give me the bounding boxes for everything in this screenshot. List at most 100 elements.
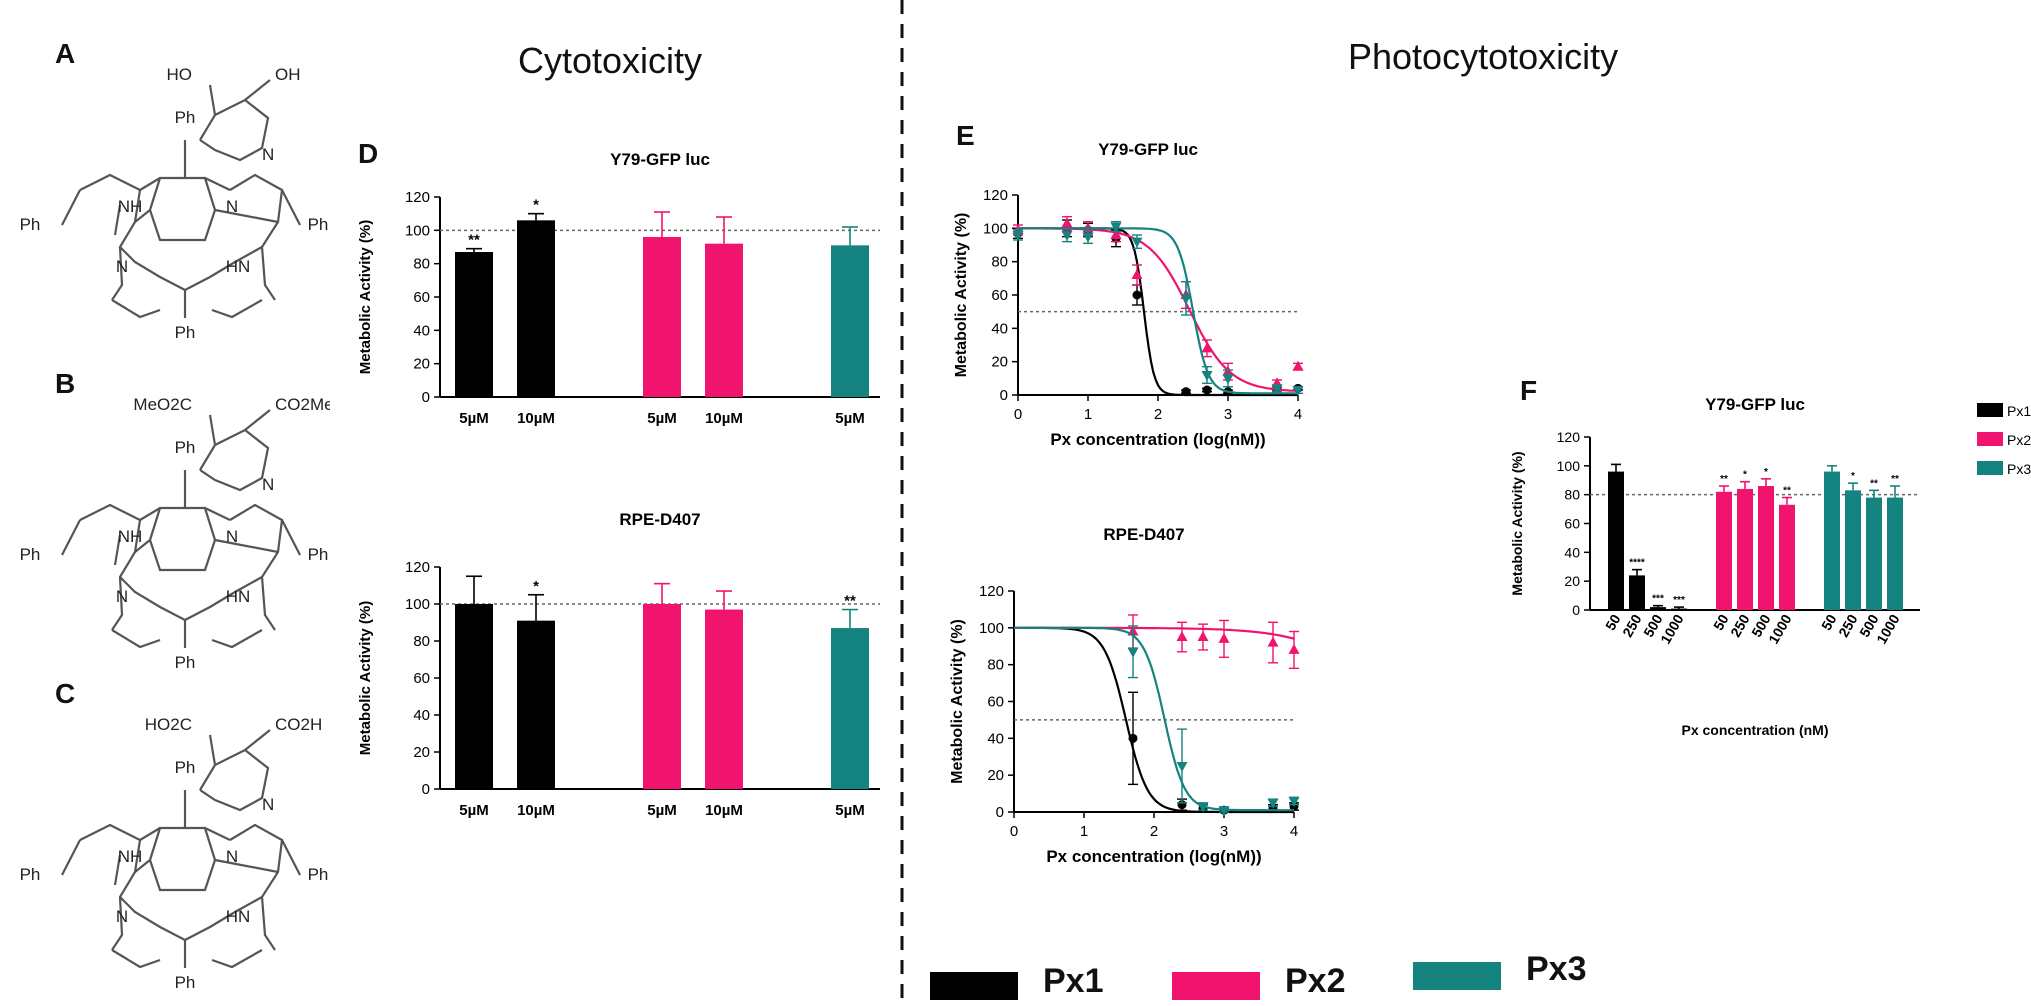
significance-mark: *** <box>1673 595 1685 606</box>
data-point-px2 <box>1176 631 1188 642</box>
data-point-px3 <box>1176 761 1188 772</box>
panel-letter-f: F <box>1520 375 1538 406</box>
data-point-px2 <box>1201 342 1213 353</box>
data-point-px3 <box>1061 231 1073 241</box>
chart-e-bottom: RPE-D407 0 20 40 60 80 100 120 0 1 2 3 4 Metabolic Ac… <box>950 525 1300 866</box>
category-label: 50 <box>1818 611 1840 633</box>
data-point-px1 <box>1132 290 1142 300</box>
y-tick-label: 20 <box>413 744 430 761</box>
ring-bond <box>134 177 279 224</box>
x-tick-label: 1 <box>1084 406 1092 423</box>
data-point-px3 <box>1201 371 1213 381</box>
ring-bond <box>148 176 217 242</box>
legend-swatch-px1 <box>1977 403 2003 417</box>
bar-px2 <box>1758 486 1774 610</box>
category-label: 10µM <box>517 802 555 819</box>
bar-px3 <box>1845 490 1861 610</box>
substituent-label: CO2Me <box>275 395 330 414</box>
y-tick-label: 100 <box>405 596 430 613</box>
y-tick-label: 100 <box>983 220 1008 237</box>
ring-bond <box>148 826 217 892</box>
n-label: N <box>116 257 128 276</box>
n-label: N <box>226 197 238 216</box>
bar-px2 <box>1779 504 1795 610</box>
data-point-px2 <box>1218 632 1230 643</box>
y-axis-label: Metabolic Activity (%) <box>357 601 374 755</box>
bar-px3 <box>831 628 869 789</box>
bar-px3 <box>1887 497 1903 610</box>
porphyrin-skeleton <box>61 79 301 319</box>
bar-px1 <box>1650 607 1666 610</box>
y-axis-label: Metabolic Activity (%) <box>953 213 970 378</box>
ring-bond <box>208 79 271 116</box>
ring-bond <box>229 823 284 951</box>
y-tick-label: 80 <box>413 256 430 273</box>
significance-mark: ** <box>1891 474 1899 485</box>
legend-label-px3: Px3 <box>2007 461 2031 477</box>
cytotoxicity-heading: Cytotoxicity <box>518 40 703 81</box>
bar-px2 <box>1716 491 1732 610</box>
ring-bond <box>111 299 263 319</box>
ph-label: Ph <box>175 108 196 127</box>
data-point-px2 <box>1267 636 1279 647</box>
y-tick-label: 20 <box>987 767 1004 784</box>
y-tick-label: 20 <box>991 354 1008 371</box>
data-point-px2 <box>1197 631 1209 642</box>
chart-title: RPE-D407 <box>619 510 700 529</box>
legend-label-px1: Px1 <box>2007 403 2031 419</box>
data-point-px3 <box>1082 232 1094 243</box>
ring-bond <box>61 189 301 318</box>
substituent-label: MeO2C <box>133 395 192 414</box>
bar-px3 <box>1866 497 1882 610</box>
x-tick-label: 0 <box>1014 406 1022 423</box>
y-tick-label: 60 <box>991 287 1008 304</box>
legend-px2-swatch <box>1172 972 1260 1000</box>
y-tick-label: 80 <box>987 657 1004 674</box>
legend-px1-swatch <box>930 972 1018 1000</box>
significance-mark: ** <box>468 232 480 249</box>
y-tick-label: 80 <box>991 254 1008 271</box>
category-label: 10µM <box>705 410 743 427</box>
bar-px1 <box>517 220 555 397</box>
ring-bond <box>111 629 263 649</box>
substituent-label: CO2H <box>275 715 322 734</box>
y-tick-label: 40 <box>987 730 1004 747</box>
category-label: 5µM <box>647 802 676 819</box>
data-point-px3 <box>1288 796 1300 807</box>
x-tick-label: 3 <box>1224 406 1232 423</box>
section-divider <box>900 0 904 1006</box>
ring-bond <box>79 503 142 631</box>
x-tick-label: 4 <box>1290 823 1298 840</box>
ring-bond <box>183 748 270 828</box>
ph-label: Ph <box>175 973 196 990</box>
substituent-label: HO2C <box>145 715 192 734</box>
n-label: N <box>116 587 128 606</box>
x-tick-label: 2 <box>1150 823 1158 840</box>
y-tick-label: 120 <box>983 187 1008 204</box>
x-tick-label: 4 <box>1294 406 1302 423</box>
n-label: N <box>116 907 128 926</box>
ring-bond <box>111 949 263 969</box>
data-point-px2 <box>1131 269 1143 279</box>
y-tick-label: 0 <box>1000 387 1008 404</box>
bar-px1 <box>455 252 493 397</box>
legend-px3-label: Px3 <box>1526 950 1587 988</box>
porphyrin-skeleton <box>61 729 301 969</box>
n-label: N <box>262 795 274 814</box>
chart-e-top: Y79-GFP luc 0 20 40 60 80 100 120 0 1 2 3 4 Metabolic… <box>953 140 1304 449</box>
category-label: 50 <box>1710 611 1732 633</box>
ph-label: Ph <box>308 215 329 234</box>
category-label: 5µM <box>459 410 488 427</box>
panel-letter-d: D <box>358 138 379 169</box>
chart-d-bottom: RPE-D407 0 20 40 60 80 100 120 Metabolic Activit… <box>357 510 880 819</box>
panel-letter-a: A <box>55 38 76 69</box>
significance-mark: ** <box>1870 478 1878 489</box>
category-label: 1000 <box>1873 611 1903 646</box>
ring-bond <box>229 503 284 631</box>
category-label: 5µM <box>647 410 676 427</box>
n-label: N <box>226 847 238 866</box>
bar-px2 <box>705 609 743 789</box>
data-point-px1 <box>1202 385 1212 395</box>
